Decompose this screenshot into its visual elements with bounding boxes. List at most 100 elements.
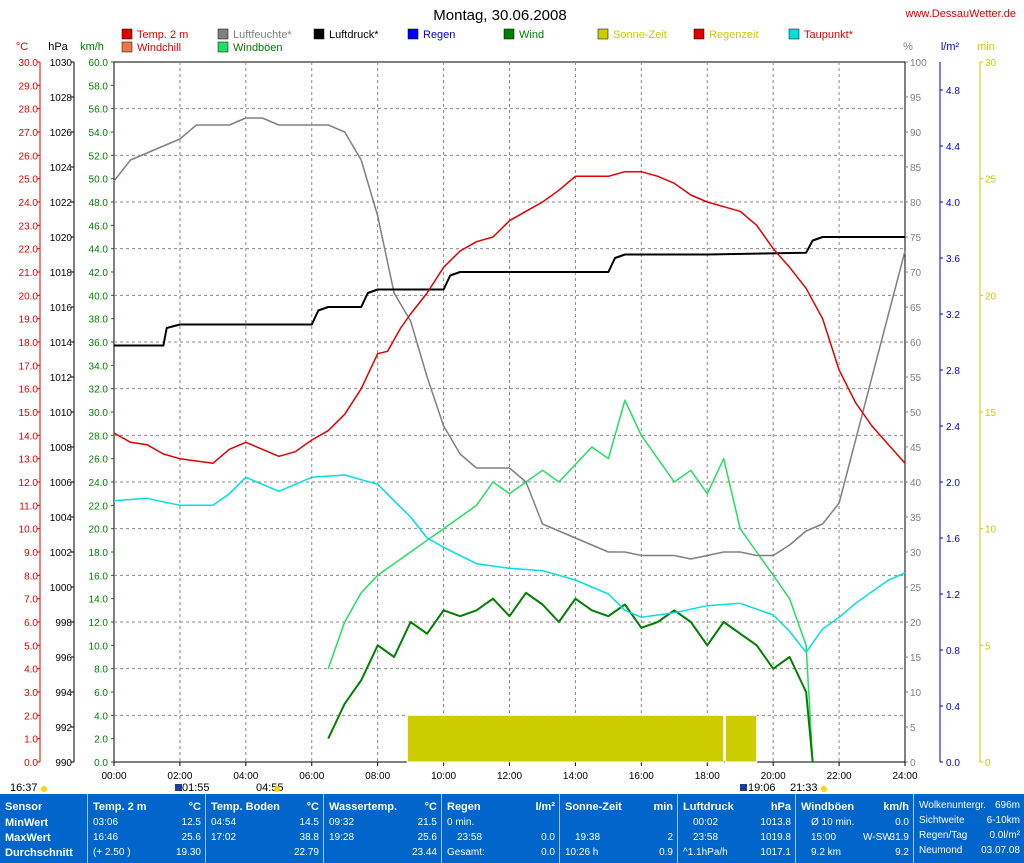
axis-tick-label-rain: 1.2 <box>946 590 960 601</box>
humidity-axis-unit: % <box>903 41 913 53</box>
chart-grid <box>113 61 906 763</box>
x-axis-tick-label: 04:00 <box>233 771 258 782</box>
legend-label: Sonne-Zeit <box>613 29 667 41</box>
stat-value: 2 <box>667 832 673 843</box>
axis-tick-label-rain: 0.4 <box>946 702 960 713</box>
axis-tick-label-temp: 9.0 <box>24 548 38 559</box>
chart-axes: 0.0 1.0 2.0 3.0 4.0 5.0 6.0 7.0 8.0 9.0 10.0 11.0 12… <box>19 58 997 782</box>
axis-tick-label-temp: 24.0 <box>19 198 39 209</box>
axis-tick-label-wind: 38.0 <box>89 315 109 326</box>
axis-tick-label-pressure: 996 <box>55 653 72 664</box>
legend-swatch <box>407 28 419 40</box>
extra-label: Neumond <box>919 845 963 856</box>
axis-tick-label-wind: 24.0 <box>89 478 109 489</box>
axis-tick-label-wind: 8.0 <box>94 665 108 676</box>
axis-tick-label-rain: 4.0 <box>946 198 960 209</box>
axis-tick-label-temp: 22.0 <box>19 245 39 256</box>
axis-tick-label-temp: 30.0 <box>19 58 39 69</box>
axis-tick-label-rain: 0.0 <box>946 758 960 769</box>
axis-tick-label-wind: 6.0 <box>94 688 108 699</box>
axis-tick-label-wind: 4.0 <box>94 711 108 722</box>
stat-value: 0.0 <box>541 832 555 843</box>
legend-label: Wind <box>519 29 544 41</box>
site-link[interactable]: www.DessauWetter.de <box>905 8 1016 20</box>
axis-tick-label-temp: 4.0 <box>24 665 38 676</box>
axis-tick-label-pressure: 1016 <box>50 303 73 314</box>
axis-tick-label-pressure: 1026 <box>50 128 73 139</box>
axis-tick-label-humidity: 90 <box>910 128 922 139</box>
axis-tick-label-temp: 25.0 <box>19 175 39 186</box>
time-markers: 16:37 01:55 04:55 19:06 21:33 <box>10 782 827 794</box>
stats-wasser: Wassertemp. °C 09:32 21.5 19:28 25.6 23.44 <box>324 794 442 863</box>
axis-tick-label-temp: 16.0 <box>19 385 39 396</box>
stat-value: 9.2 <box>895 847 909 858</box>
axis-tick-label-pressure: 1006 <box>50 478 73 489</box>
axis-tick-label-temp: 26.0 <box>19 151 39 162</box>
axis-tick-label-pressure: 1028 <box>50 93 73 104</box>
extra-value: 6-10km <box>986 815 1020 826</box>
axis-tick-label-rain: 0.8 <box>946 646 960 657</box>
axis-tick-label-wind: 56.0 <box>89 105 109 116</box>
axis-tick-label-humidity: 65 <box>910 303 922 314</box>
stat-time: (+ 2.50 ) <box>93 847 131 858</box>
axis-tick-label-wind: 50.0 <box>89 175 109 186</box>
chart-legend: Temp. 2 m Luftfeuchte* Luftdruck* Regen Wind… <box>121 28 854 54</box>
stat-value: 1017.1 <box>760 847 791 858</box>
axis-tick-label-wind: 26.0 <box>89 455 109 466</box>
axis-tick-label-wind: 34.0 <box>89 361 109 372</box>
axis-tick-label-temp: 7.0 <box>24 595 38 606</box>
axis-tick-label-humidity: 5 <box>910 723 916 734</box>
stat-direction: W-SW <box>863 832 892 843</box>
stats-temp2m-title: Temp. 2 m <box>93 801 147 813</box>
weather-chart: Montag, 30.06.2008 www.DessauWetter.de T… <box>10 7 1016 794</box>
axis-tick-label-wind: 42.0 <box>89 268 109 279</box>
axis-tick-label-wind: 30.0 <box>89 408 109 419</box>
axis-tick-label-temp: 0.0 <box>24 758 38 769</box>
marker-moonset: 19:06 <box>748 782 776 794</box>
stat-time: Gesamt: <box>447 847 485 858</box>
stats-sonne: Sonne-Zeit min 19:38 2 10:26 h 0.9 <box>560 794 678 863</box>
stats-sensor: Sensor MinWert MaxWert Durchschnitt <box>0 794 88 863</box>
stat-time: 19:38 <box>575 832 601 843</box>
temp-axis-unit: °C <box>16 41 28 53</box>
axis-tick-label-wind: 60.0 <box>89 58 109 69</box>
stat-value: 0.9 <box>659 847 673 858</box>
stat-time: 00:02 <box>693 817 719 828</box>
axis-tick-label-wind: 18.0 <box>89 548 109 559</box>
axis-tick-label-rain: 3.2 <box>946 310 960 321</box>
row-label: Durchschnitt <box>5 847 73 859</box>
axis-tick-label-humidity: 50 <box>910 408 922 419</box>
row-label: MaxWert <box>5 832 51 844</box>
axis-tick-label-pressure: 1014 <box>50 338 73 349</box>
stat-time: 04:54 <box>211 817 237 828</box>
stat-label: 9.2 km <box>811 847 842 858</box>
extra-label: Sichtweite <box>919 815 965 826</box>
pressure-axis-unit: hPa <box>48 41 68 53</box>
axis-tick-label-temp: 19.0 <box>19 315 39 326</box>
x-axis-tick-label: 00:00 <box>101 771 126 782</box>
series-line-temp-2-m <box>113 170 906 465</box>
axis-tick-label-pressure: 992 <box>55 723 72 734</box>
legend-swatch <box>503 28 515 40</box>
x-axis-tick-label: 10:00 <box>431 771 456 782</box>
axis-tick-label-pressure: 1024 <box>50 163 73 174</box>
axis-tick-label-temp: 17.0 <box>19 361 39 372</box>
axis-tick-label-temp: 8.0 <box>24 571 38 582</box>
axis-tick-label-humidity: 55 <box>910 373 922 384</box>
stats-temp2m: Temp. 2 m °C 03:06 12.5 16:46 25.6 (+ 2.50… <box>88 794 206 863</box>
axis-tick-label-humidity: 30 <box>910 548 922 559</box>
axis-tick-label-humidity: 80 <box>910 198 922 209</box>
axis-tick-label-temp: 14.0 <box>19 431 39 442</box>
axis-tick-label-minutes: 20 <box>985 291 997 302</box>
sunshine-bars <box>406 714 758 763</box>
axis-tick-label-pressure: 994 <box>55 688 72 699</box>
rain-axis-unit: l/m² <box>941 41 960 53</box>
stat-time: 03:06 <box>93 817 119 828</box>
stats-tempboden: Temp. Boden °C 04:54 14.5 17:02 38.8 22.79 <box>206 794 324 863</box>
axis-tick-label-wind: 22.0 <box>89 501 109 512</box>
legend-swatch <box>313 28 325 40</box>
axis-tick-label-wind: 46.0 <box>89 221 109 232</box>
axis-tick-label-temp: 10.0 <box>19 525 39 536</box>
axis-tick-label-minutes: 0 <box>985 758 991 769</box>
axis-tick-label-wind: 2.0 <box>94 735 108 746</box>
